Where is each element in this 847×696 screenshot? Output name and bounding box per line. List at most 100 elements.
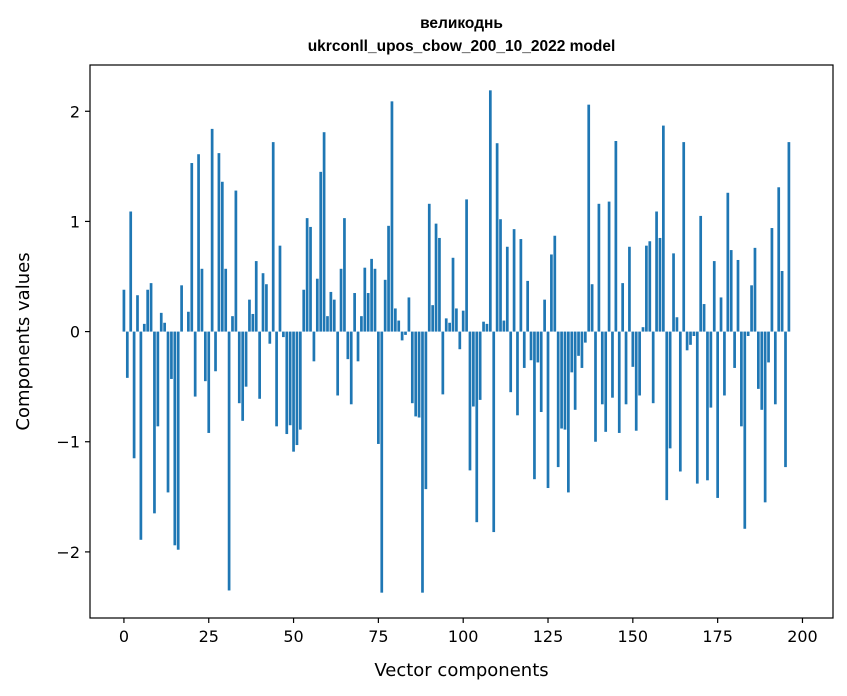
- bar: [244, 331, 248, 387]
- bar: [390, 101, 394, 332]
- bar: [658, 237, 662, 332]
- x-axis-label: Vector components: [374, 660, 548, 681]
- bar: [305, 218, 309, 332]
- bar: [441, 331, 445, 395]
- bar: [153, 331, 156, 514]
- bar: [380, 331, 384, 593]
- bar: [499, 219, 502, 332]
- bar: [200, 268, 204, 332]
- bar: [458, 331, 462, 350]
- bar: [611, 331, 614, 398]
- bar: [302, 289, 306, 332]
- bar: [455, 308, 458, 332]
- bar: [298, 331, 302, 430]
- bar: [526, 280, 530, 332]
- bar: [746, 331, 750, 336]
- y-tick-label: 2: [70, 102, 80, 121]
- bar: [197, 154, 200, 332]
- bar: [241, 331, 245, 421]
- bar: [787, 142, 791, 332]
- bar: [343, 218, 346, 332]
- bars-group: [122, 90, 791, 593]
- bar: [773, 331, 777, 405]
- bar: [638, 331, 641, 396]
- bar: [417, 331, 421, 418]
- bar: [621, 283, 625, 332]
- bar: [282, 331, 285, 338]
- bar: [604, 331, 608, 432]
- bar: [431, 305, 435, 332]
- bar: [383, 279, 387, 332]
- bar: [675, 317, 679, 332]
- bar: [594, 331, 597, 442]
- bar: [234, 190, 238, 332]
- bar: [672, 253, 675, 332]
- bar: [736, 259, 740, 332]
- x-tick-label: 200: [787, 627, 818, 646]
- bar: [251, 313, 255, 332]
- bar: [757, 331, 760, 389]
- bar: [254, 261, 258, 332]
- bar: [529, 331, 533, 361]
- bar: [393, 308, 397, 332]
- bar: [573, 331, 577, 410]
- x-tick-label: 75: [368, 627, 388, 646]
- bar: [322, 132, 326, 332]
- bar: [692, 331, 696, 336]
- bar: [315, 278, 319, 332]
- bar: [716, 331, 719, 498]
- y-tick-label: 1: [70, 212, 80, 231]
- bar: [210, 128, 214, 332]
- bar: [285, 331, 289, 435]
- bar: [695, 331, 699, 484]
- bar: [668, 331, 672, 449]
- bar: [580, 331, 584, 368]
- bar: [370, 258, 373, 332]
- y-axis-label: Components values: [13, 252, 34, 430]
- bar: [624, 331, 628, 405]
- bar: [326, 316, 329, 332]
- bar: [438, 237, 441, 332]
- x-tick-label: 175: [702, 627, 733, 646]
- bar: [312, 331, 316, 362]
- bar: [136, 295, 139, 332]
- bar: [702, 304, 706, 332]
- y-axis-ticks: −2 −1 0 1 2: [56, 102, 90, 562]
- bar: [777, 187, 781, 332]
- bar: [488, 90, 492, 332]
- bar: [706, 331, 709, 481]
- chart-title: великоднь: [420, 15, 503, 32]
- chart-subtitle: ukrconll_upos_cbow_200_10_2022 model: [308, 38, 616, 55]
- x-tick-label: 0: [119, 627, 129, 646]
- bar: [400, 331, 404, 341]
- bar: [583, 331, 587, 343]
- bar: [207, 331, 211, 433]
- bar: [268, 331, 272, 344]
- bar: [699, 215, 703, 332]
- bar: [424, 331, 428, 490]
- bar: [295, 331, 299, 446]
- bar: [125, 331, 129, 378]
- bar: [495, 143, 499, 332]
- bar: [546, 331, 550, 489]
- x-tick-label: 25: [199, 627, 219, 646]
- bar: [149, 283, 153, 332]
- bar: [709, 331, 713, 408]
- bar: [309, 226, 312, 332]
- bar: [763, 331, 767, 503]
- bar: [139, 331, 143, 540]
- bar: [539, 331, 543, 413]
- bar: [505, 246, 509, 332]
- bar: [166, 331, 170, 493]
- bar: [556, 331, 560, 468]
- bar: [187, 311, 190, 332]
- x-tick-label: 50: [283, 627, 303, 646]
- bar: [387, 225, 390, 332]
- bar: [485, 323, 489, 332]
- bar: [590, 284, 594, 332]
- bar: [434, 223, 438, 332]
- bar: [468, 331, 472, 471]
- bar: [553, 235, 557, 332]
- bar: [712, 261, 716, 332]
- bar: [631, 331, 635, 367]
